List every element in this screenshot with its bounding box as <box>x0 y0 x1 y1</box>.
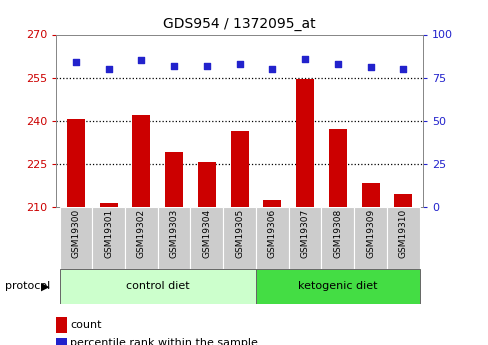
Point <box>301 56 308 61</box>
Bar <box>328 129 346 207</box>
Text: GSM19305: GSM19305 <box>235 209 244 258</box>
Bar <box>158 207 190 269</box>
Bar <box>296 79 313 207</box>
Bar <box>321 207 353 269</box>
Bar <box>60 207 92 269</box>
Text: GSM19302: GSM19302 <box>137 209 145 258</box>
Point <box>203 63 210 68</box>
Title: GDS954 / 1372095_at: GDS954 / 1372095_at <box>163 17 315 31</box>
Point <box>366 65 374 70</box>
Bar <box>190 207 223 269</box>
Bar <box>393 194 411 207</box>
Bar <box>353 207 386 269</box>
Text: GSM19309: GSM19309 <box>366 209 374 258</box>
Point <box>399 66 407 72</box>
Bar <box>92 207 125 269</box>
Text: GSM19306: GSM19306 <box>267 209 276 258</box>
Text: GSM19308: GSM19308 <box>333 209 342 258</box>
Text: count: count <box>70 321 101 330</box>
Bar <box>223 207 255 269</box>
Text: GSM19304: GSM19304 <box>202 209 211 258</box>
Point <box>72 59 80 65</box>
Bar <box>230 131 248 207</box>
Text: GSM19300: GSM19300 <box>71 209 80 258</box>
Bar <box>165 152 183 207</box>
Text: GSM19301: GSM19301 <box>104 209 113 258</box>
Text: protocol: protocol <box>5 282 50 291</box>
Text: GSM19307: GSM19307 <box>300 209 309 258</box>
Point <box>235 61 243 67</box>
Bar <box>198 162 215 207</box>
Point <box>333 61 341 67</box>
Text: percentile rank within the sample: percentile rank within the sample <box>70 338 257 345</box>
Bar <box>263 200 281 207</box>
Bar <box>288 207 321 269</box>
Point <box>104 66 112 72</box>
Text: control diet: control diet <box>126 282 189 291</box>
Point <box>170 63 178 68</box>
Bar <box>386 207 419 269</box>
Point <box>137 58 145 63</box>
Text: GSM19303: GSM19303 <box>169 209 178 258</box>
Bar <box>60 269 255 304</box>
Bar <box>132 115 150 207</box>
Bar <box>361 183 379 207</box>
Bar <box>255 269 419 304</box>
Bar <box>67 119 85 207</box>
Bar <box>255 207 288 269</box>
Text: ▶: ▶ <box>41 282 50 291</box>
Text: ketogenic diet: ketogenic diet <box>298 282 377 291</box>
Bar <box>100 203 118 207</box>
Point <box>268 66 276 72</box>
Bar <box>125 207 158 269</box>
Text: GSM19310: GSM19310 <box>398 209 407 258</box>
